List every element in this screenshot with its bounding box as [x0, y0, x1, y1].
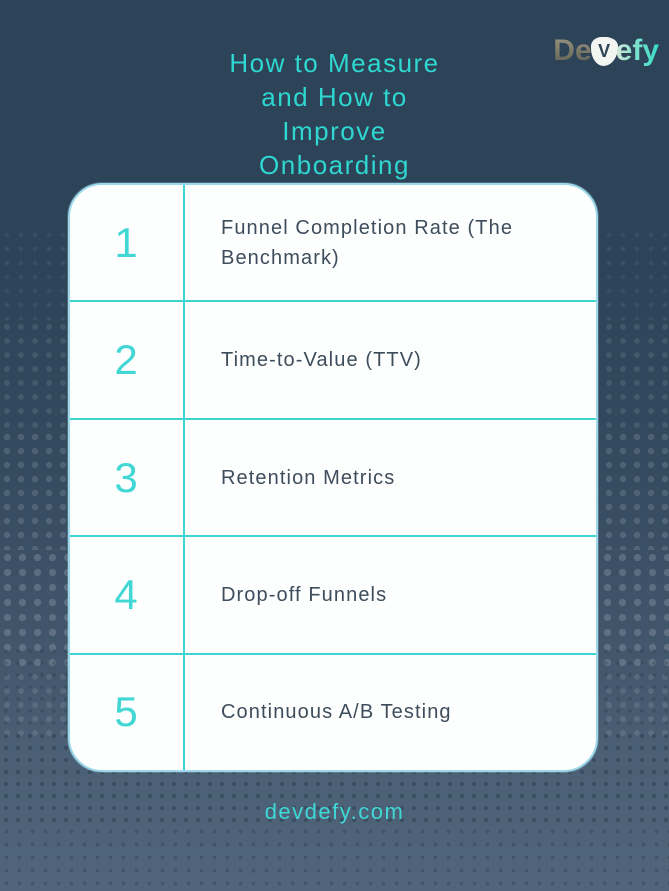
title-line-4: Onboarding — [259, 150, 410, 180]
item-number: 1 — [114, 218, 139, 266]
item-label: Funnel Completion Rate (The Benchmark) — [221, 216, 514, 269]
list-item: 2 Time-to-Value (TTV) — [70, 300, 596, 417]
list-item: 3 Retention Metrics — [70, 417, 596, 535]
item-number: 5 — [114, 688, 139, 736]
item-number: 3 — [114, 453, 139, 501]
item-label: Time-to-Value (TTV) — [221, 349, 422, 372]
page-title: How to Measure and How to Improve Onboar… — [0, 46, 669, 182]
list-item: 5 Continuous A/B Testing — [70, 652, 596, 770]
devdefy-logo: De V efy — [553, 36, 659, 66]
logo-text-de: De — [553, 34, 592, 67]
title-line-1: How to Measure — [229, 48, 440, 78]
logo-text-efy: efy — [615, 34, 659, 67]
logo-pick-icon: V — [590, 36, 618, 66]
item-label: Retention Metrics — [221, 466, 396, 489]
item-number: 2 — [114, 336, 139, 384]
item-number: 4 — [114, 570, 139, 618]
logo-letter-v: V — [598, 41, 611, 61]
item-label: Drop-off Funnels — [221, 583, 388, 606]
website-url: devdefy.com — [264, 799, 405, 824]
title-line-2: and How to — [261, 82, 408, 112]
list-item: 4 Drop-off Funnels — [70, 535, 596, 652]
list-item: 1 Funnel Completion Rate (The Benchmark) — [70, 185, 596, 300]
metrics-list-card: 1 Funnel Completion Rate (The Benchmark)… — [68, 183, 598, 772]
item-label: Continuous A/B Testing — [221, 701, 452, 724]
card-vertical-divider — [183, 185, 185, 770]
title-line-3: Improve — [282, 116, 387, 146]
